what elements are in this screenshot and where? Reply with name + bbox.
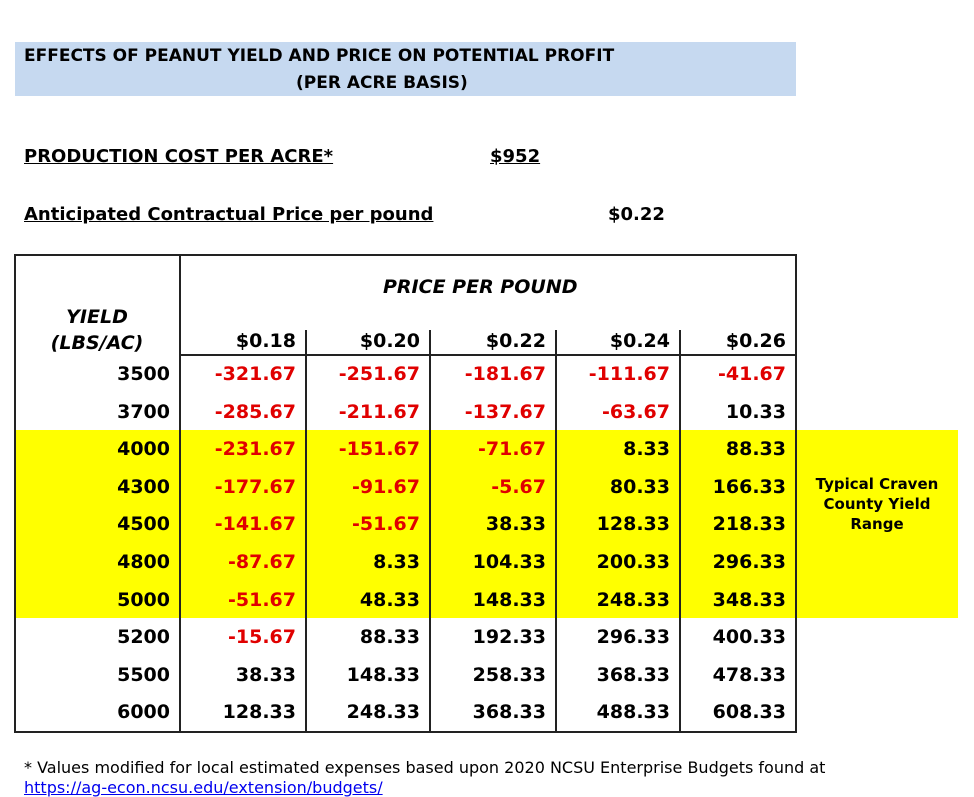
profit-cell: 38.33 [235, 663, 296, 686]
column-header: $0.26 [725, 330, 786, 352]
border [14, 254, 16, 733]
cost-label: PRODUCTION COST PER ACRE* [24, 146, 334, 167]
profit-cell: -181.67 [464, 363, 546, 385]
profit-cell: -111.67 [588, 363, 670, 385]
profit-cell: 488.33 [596, 701, 670, 724]
yield-cell: 4300 [117, 475, 170, 498]
profit-cell: 88.33 [725, 438, 786, 461]
border [555, 330, 557, 733]
profit-cell: -251.67 [338, 363, 420, 385]
profit-cell: 38.33 [485, 513, 546, 536]
yield-cell: 4500 [117, 513, 170, 536]
price-header: PRICE PER POUND [383, 276, 578, 298]
profit-cell: 128.33 [596, 513, 670, 536]
highlight [15, 430, 958, 619]
profit-cell: 10.33 [725, 400, 786, 423]
profit-cell: 192.33 [472, 626, 546, 649]
profit-cell: 8.33 [623, 438, 670, 461]
profit-cell: 248.33 [346, 701, 420, 724]
profit-cell: 348.33 [712, 588, 786, 611]
profit-cell: -51.67 [352, 513, 420, 536]
profit-cell: -177.67 [214, 475, 296, 498]
profit-cell: -51.67 [228, 588, 296, 611]
profit-cell: -141.67 [214, 513, 296, 536]
yield-cell: 4000 [117, 438, 170, 461]
profit-cell: -71.67 [478, 438, 546, 461]
profit-cell: 478.33 [712, 663, 786, 686]
profit-cell: 148.33 [472, 588, 546, 611]
yield-cell: 3500 [117, 363, 170, 385]
yield-cell: 4800 [117, 551, 170, 573]
footnote-link[interactable]: https://ag-econ.ncsu.edu/extension/budge… [24, 778, 383, 797]
profit-cell: 80.33 [609, 475, 670, 498]
column-header: $0.22 [485, 330, 546, 352]
cost-value: $952 [490, 146, 541, 167]
yield-cell: 5200 [117, 626, 170, 649]
border [429, 330, 431, 733]
profit-cell: -15.67 [228, 626, 296, 649]
profit-cell: -63.67 [602, 400, 670, 423]
profit-cell: 248.33 [596, 588, 670, 611]
highlight-note: Typical Craven County Yield Range [815, 474, 939, 533]
profit-cell: -137.67 [464, 400, 546, 423]
profit-cell: 368.33 [596, 663, 670, 686]
border [14, 254, 796, 256]
profit-cell: 148.33 [346, 663, 420, 686]
column-header: $0.20 [359, 330, 420, 352]
profit-cell: 608.33 [712, 701, 786, 724]
yield-cell: 5000 [117, 588, 170, 611]
yield-cell: 3700 [117, 400, 170, 423]
yield-cell: 5500 [117, 663, 170, 686]
column-header: $0.24 [609, 330, 670, 352]
profit-cell: 104.33 [472, 551, 546, 573]
subtitle: (PER ACRE BASIS) [296, 73, 468, 93]
yield-header: (LBS/AC) [50, 332, 144, 354]
price-label: Anticipated Contractual Price per pound [24, 204, 434, 225]
profit-cell: 200.33 [596, 551, 670, 573]
profit-cell: 48.33 [359, 588, 420, 611]
profit-cell: -87.67 [228, 551, 296, 573]
profit-cell: -231.67 [214, 438, 296, 461]
column-header: $0.18 [235, 330, 296, 352]
title-band [15, 42, 796, 96]
profit-cell: 258.33 [472, 663, 546, 686]
profit-cell: 218.33 [712, 513, 786, 536]
profit-cell: 368.33 [472, 701, 546, 724]
profit-cell: -41.67 [718, 363, 786, 385]
border [14, 731, 796, 733]
border [180, 354, 796, 356]
yield-header: YIELD [66, 306, 128, 328]
profit-cell: -91.67 [352, 475, 420, 498]
profit-cell: 296.33 [596, 626, 670, 649]
price-value: $0.22 [608, 204, 665, 225]
title: EFFECTS OF PEANUT YIELD AND PRICE ON POT… [24, 46, 615, 66]
border [179, 254, 181, 733]
profit-cell: 8.33 [373, 551, 420, 573]
profit-cell: -285.67 [214, 400, 296, 423]
profit-cell: -321.67 [214, 363, 296, 385]
border [795, 254, 797, 733]
profit-cell: 128.33 [222, 701, 296, 724]
profit-cell: 400.33 [712, 626, 786, 649]
profit-cell: 296.33 [712, 551, 786, 573]
yield-cell: 6000 [117, 701, 170, 724]
border [679, 330, 681, 733]
border [305, 330, 307, 733]
profit-cell: 88.33 [359, 626, 420, 649]
profit-cell: -151.67 [338, 438, 420, 461]
profit-cell: -211.67 [338, 400, 420, 423]
profit-cell: 166.33 [712, 475, 786, 498]
profit-cell: -5.67 [491, 475, 546, 498]
footnote: * Values modified for local estimated ex… [24, 758, 826, 777]
